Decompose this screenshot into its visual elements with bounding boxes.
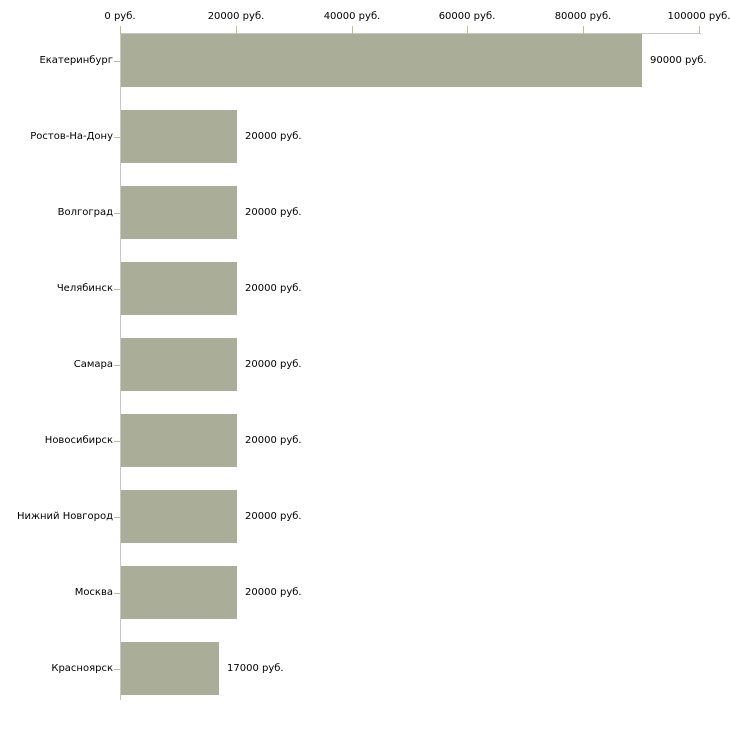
value-label: 20000 руб.: [245, 207, 302, 218]
x-axis-tick: [467, 26, 468, 34]
x-axis-tick: [236, 26, 237, 34]
category-label: Волгоград: [57, 207, 113, 218]
bar-3: [121, 186, 237, 239]
category-label: Красноярск: [51, 663, 113, 674]
bar-4: [121, 262, 237, 315]
x-axis-tick-label: 40000 руб.: [323, 11, 381, 22]
y-axis-tick: [114, 137, 120, 138]
bar-1: [121, 34, 642, 87]
value-label: 20000 руб.: [245, 435, 302, 446]
bar-2: [121, 110, 237, 163]
y-axis-tick: [114, 289, 120, 290]
category-label: Челябинск: [56, 283, 113, 294]
value-label: 20000 руб.: [245, 511, 302, 522]
category-label: Ростов-На-Дону: [30, 131, 113, 142]
value-label: 17000 руб.: [227, 663, 284, 674]
y-axis-line: [120, 33, 121, 700]
bar-5: [121, 338, 237, 391]
category-label: Москва: [74, 587, 113, 598]
y-axis-tick: [114, 593, 120, 594]
y-axis-tick: [114, 441, 120, 442]
category-label: Новосибирск: [44, 435, 113, 446]
x-axis-tick-label: 0 руб.: [104, 11, 136, 22]
x-axis-tick-label: 80000 руб.: [554, 11, 612, 22]
category-label: Самара: [73, 359, 113, 370]
x-axis-tick: [352, 26, 353, 34]
value-label: 90000 руб.: [650, 55, 707, 66]
y-axis-tick: [114, 517, 120, 518]
y-axis-tick: [114, 213, 120, 214]
x-axis-tick-label: 20000 руб.: [207, 11, 265, 22]
y-axis-tick: [114, 669, 120, 670]
bar-8: [121, 566, 237, 619]
x-axis-tick: [583, 26, 584, 34]
category-label: Нижний Новгород: [16, 511, 113, 522]
value-label: 20000 руб.: [245, 359, 302, 370]
x-axis-tick: [120, 26, 121, 34]
y-axis-tick: [114, 61, 120, 62]
value-label: 20000 руб.: [245, 587, 302, 598]
x-axis-line: [120, 33, 701, 34]
x-axis-tick-label: 60000 руб.: [438, 11, 496, 22]
category-label: Екатеринбург: [39, 55, 113, 66]
bar-9: [121, 642, 219, 695]
x-axis-tick-label: 100000 руб.: [667, 11, 730, 22]
bar-6: [121, 414, 237, 467]
bar-7: [121, 490, 237, 543]
value-label: 20000 руб.: [245, 283, 302, 294]
value-label: 20000 руб.: [245, 131, 302, 142]
y-axis-tick: [114, 365, 120, 366]
x-axis-tick: [699, 26, 700, 34]
